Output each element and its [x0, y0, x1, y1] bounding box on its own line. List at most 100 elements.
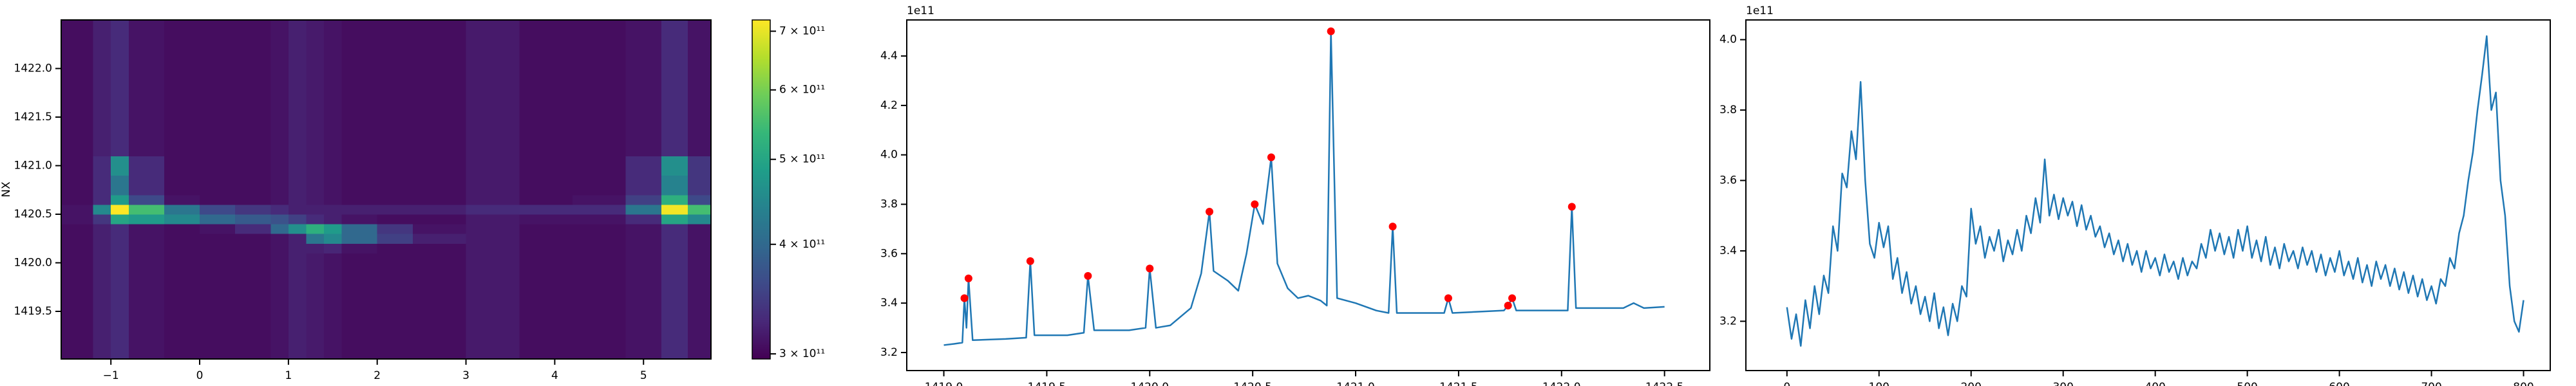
y-tick-label: 3.4 [880, 297, 898, 309]
heatmap-cell [466, 68, 520, 118]
x-tick-label: 400 [2145, 381, 2165, 386]
heatmap-cell [93, 156, 111, 176]
heatmap-cell [288, 272, 307, 312]
heatmap-cell [93, 175, 111, 196]
heatmap-cell [111, 20, 129, 69]
heatmap-cell [466, 234, 520, 244]
heatmap-cell [519, 175, 573, 196]
heatmap-cell [270, 194, 289, 205]
heatmap-cell [61, 68, 94, 118]
heatmap-cell [625, 234, 662, 244]
heatmap-cell [688, 117, 712, 156]
heatmap-cell [306, 175, 325, 196]
x-tick-label: 4 [551, 369, 558, 382]
heatmap-cell [270, 117, 289, 156]
heatmap-cell [412, 20, 467, 69]
heatmap-cell [93, 214, 111, 225]
heatmap-cell [235, 68, 271, 118]
heatmap-cell [324, 214, 343, 225]
heatmap-cell [61, 20, 94, 69]
heatmap-cell [164, 194, 200, 205]
heatmap-cell [200, 117, 236, 156]
heatmap-cell [324, 234, 343, 244]
heatmap-cell [164, 117, 200, 156]
heatmap-cell [324, 20, 343, 69]
heatmap-cell [200, 311, 236, 360]
heatmap-cell [288, 253, 307, 273]
heatmap-cell [341, 117, 378, 156]
heatmap-cell [61, 224, 94, 234]
heatmap-cell [270, 224, 289, 234]
heatmap-cell [661, 272, 688, 312]
heatmap-cell [306, 272, 325, 312]
heatmap-cell [270, 20, 289, 69]
heatmap-cell [235, 224, 271, 234]
heatmap-cell [164, 224, 200, 234]
heatmap-cell [661, 311, 688, 360]
heatmap-cell [412, 156, 467, 176]
x-tick-label: 1420.5 [1233, 381, 1271, 386]
heatmap-cell [519, 253, 573, 273]
y-tick-label: 3.2 [1719, 315, 1737, 327]
heatmap-cell [164, 156, 200, 176]
heatmap-cell [288, 311, 307, 360]
peak-marker [1084, 271, 1092, 280]
heatmap-cell [341, 243, 378, 253]
heatmap-cell [688, 20, 712, 69]
heatmap-cell [572, 272, 627, 312]
heatmap-cell [625, 117, 662, 156]
y-offset-label: 1e11 [1746, 5, 1774, 17]
heatmap-cell [128, 175, 165, 196]
peak-marker [1567, 203, 1576, 211]
heatmap-cell [235, 156, 271, 176]
colorbar-tick-label: 4 × 10¹¹ [779, 238, 825, 251]
heatmap-cell [688, 311, 712, 360]
heatmap-cell [466, 204, 520, 215]
x-tick-label: 600 [2329, 381, 2349, 386]
heatmap-cell [688, 272, 712, 312]
heatmap-cell [661, 214, 688, 225]
heatmap-cell [288, 234, 307, 244]
heatmap-cell [519, 20, 573, 69]
x-tick-label: 1 [285, 369, 292, 382]
heatmap-cell [200, 156, 236, 176]
y-tick-label: 1419.5 [14, 305, 52, 318]
heatmap-cell [466, 214, 520, 225]
heatmap-cell [377, 68, 413, 118]
heatmap-cell [466, 311, 520, 360]
heatmap-cell [61, 253, 94, 273]
heatmap-cell [519, 234, 573, 244]
heatmap-cell [235, 272, 271, 312]
heatmap-cell [270, 214, 289, 225]
colorbar-tick-label: 5 × 10¹¹ [779, 153, 825, 166]
heatmap-cell [270, 243, 289, 253]
heatmap-cell [128, 243, 165, 253]
heatmap-cell [324, 175, 343, 196]
heatmap-cell [235, 311, 271, 360]
heatmap-cell [661, 175, 688, 196]
colorbar-tick-label: 6 × 10¹¹ [779, 84, 825, 96]
heatmap-cell [324, 68, 343, 118]
heatmap-cell [128, 194, 165, 205]
heatmap-cell [61, 194, 94, 205]
heatmap-cell [572, 224, 627, 234]
heatmap-cell [412, 272, 467, 312]
heatmap-cell [572, 253, 627, 273]
heatmap-cell [324, 224, 343, 234]
y-tick-label: 1421.5 [14, 111, 52, 124]
heatmap-cell [466, 253, 520, 273]
heatmap-cell [93, 117, 111, 156]
y-tick-label: 3.2 [880, 346, 898, 359]
heatmap-cell [572, 156, 627, 176]
heatmap-cell [93, 68, 111, 118]
heatmap-cell [111, 311, 129, 360]
x-tick-label: 1422.0 [1542, 381, 1580, 386]
heatmap-cell [572, 243, 627, 253]
heatmap-cell [625, 224, 662, 234]
heatmap-cell [306, 204, 325, 215]
peak-marker [1026, 257, 1034, 265]
heatmap-cell [519, 272, 573, 312]
heatmap-cell [324, 156, 343, 176]
heatmap-cell [93, 272, 111, 312]
heatmap-cell [164, 243, 200, 253]
